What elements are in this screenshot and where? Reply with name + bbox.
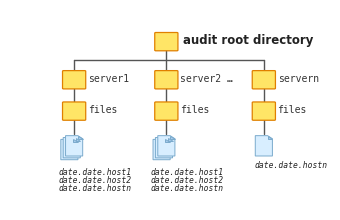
Text: date.date.host1: date.date.host1 <box>58 168 132 177</box>
Polygon shape <box>253 103 262 106</box>
Polygon shape <box>64 71 73 74</box>
FancyBboxPatch shape <box>155 71 178 89</box>
Text: audit root directory: audit root directory <box>184 34 314 47</box>
Polygon shape <box>155 138 172 158</box>
Polygon shape <box>75 138 80 141</box>
Polygon shape <box>156 33 165 36</box>
Polygon shape <box>156 71 165 74</box>
Polygon shape <box>170 136 175 139</box>
Text: servern: servern <box>277 74 319 84</box>
Text: server1: server1 <box>88 74 129 84</box>
Text: date.date.host1: date.date.host1 <box>151 168 224 177</box>
Polygon shape <box>153 139 170 160</box>
Text: date.date.host2: date.date.host2 <box>58 176 132 185</box>
Polygon shape <box>156 103 165 106</box>
FancyBboxPatch shape <box>252 102 275 120</box>
Polygon shape <box>61 139 78 160</box>
Text: files: files <box>180 105 209 116</box>
Text: date.date.hostn: date.date.hostn <box>58 184 132 193</box>
Polygon shape <box>168 138 172 141</box>
Polygon shape <box>268 136 272 139</box>
Text: date.date.hostn: date.date.hostn <box>255 161 328 170</box>
FancyBboxPatch shape <box>63 102 86 120</box>
Polygon shape <box>255 136 272 156</box>
FancyBboxPatch shape <box>155 102 178 120</box>
Polygon shape <box>165 139 170 143</box>
Text: date.date.host2: date.date.host2 <box>151 176 224 185</box>
Polygon shape <box>64 103 73 106</box>
FancyBboxPatch shape <box>155 33 178 51</box>
Text: files: files <box>277 105 307 116</box>
FancyBboxPatch shape <box>63 71 86 89</box>
Text: files: files <box>88 105 117 116</box>
Polygon shape <box>63 138 80 158</box>
Polygon shape <box>66 136 83 156</box>
Polygon shape <box>253 71 262 74</box>
Polygon shape <box>73 139 78 143</box>
Polygon shape <box>78 136 83 139</box>
Text: server2 …: server2 … <box>180 74 233 84</box>
Polygon shape <box>158 136 175 156</box>
Text: date.date.hostn: date.date.hostn <box>151 184 224 193</box>
FancyBboxPatch shape <box>252 71 275 89</box>
